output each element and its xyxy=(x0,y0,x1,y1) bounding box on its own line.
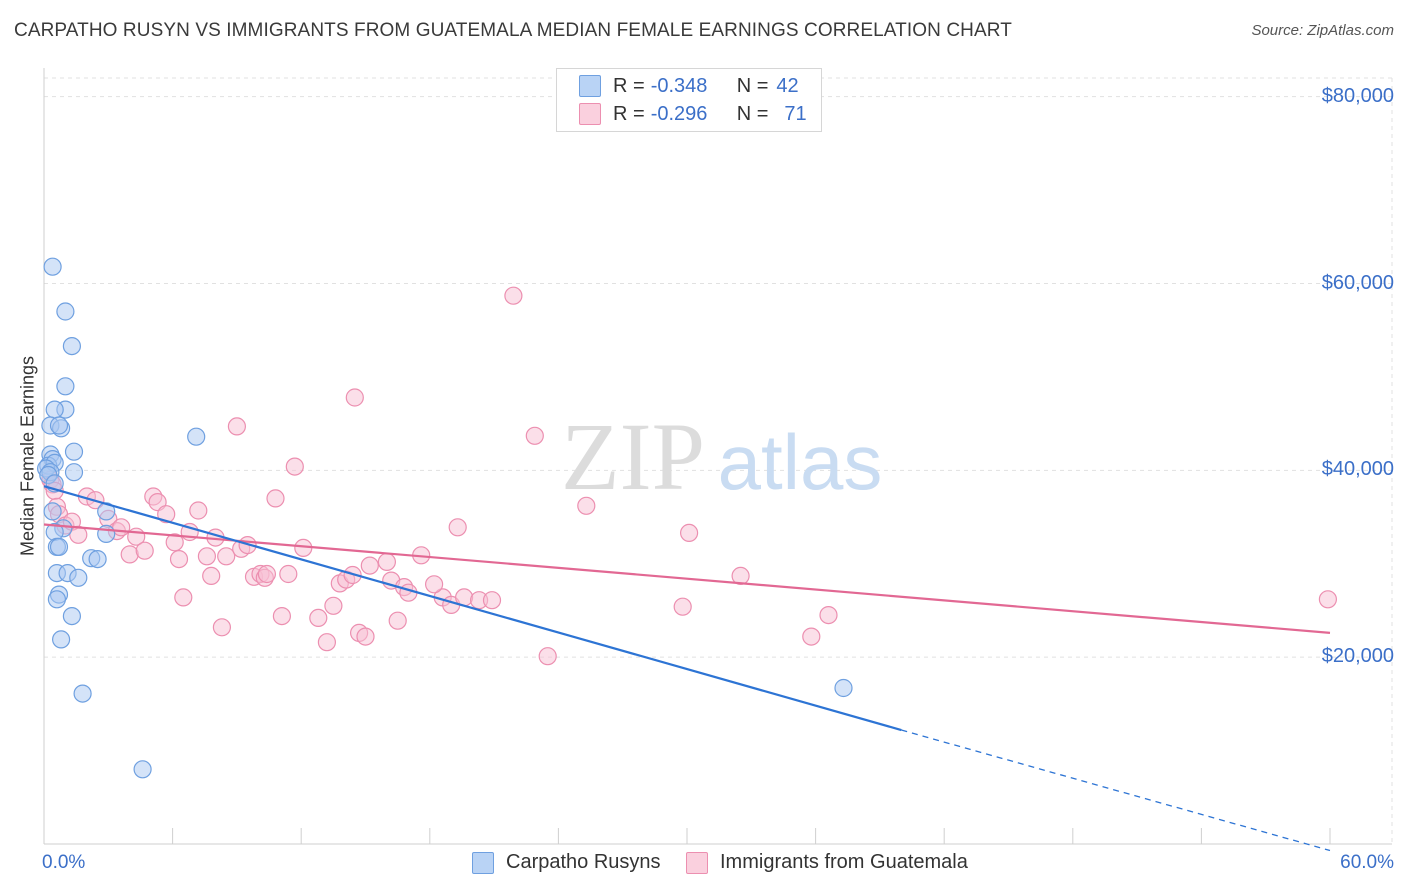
series-swatch-guatemala xyxy=(686,851,708,874)
guatemala-point-60 xyxy=(482,591,502,610)
rusyn-point-9 xyxy=(64,442,84,461)
guatemala-point-36 xyxy=(266,489,285,508)
x-tick-label-min: 0.0% xyxy=(42,852,86,873)
legend-r-label: R = xyxy=(613,102,645,125)
series-label-guatemala: Immigrants from Guatemala xyxy=(720,851,968,873)
rusyn-point-8 xyxy=(49,416,69,435)
rusyn-point-1 xyxy=(56,302,75,321)
rusyn-point-33 xyxy=(62,606,82,626)
guatemala-point-53 xyxy=(399,583,418,602)
guatemala-point-62 xyxy=(525,426,544,445)
chart-title: CARPATHO RUSYN VS IMMIGRANTS FROM GUATEM… xyxy=(14,20,1012,41)
guatemala-point-27 xyxy=(212,618,231,637)
guatemala-point-15 xyxy=(135,541,154,560)
guatemala-point-65 xyxy=(673,597,692,616)
guatemala-point-39 xyxy=(285,457,304,476)
rusyn-point-17 xyxy=(64,463,84,482)
rusyn-point-3 xyxy=(56,377,75,396)
rusyn-point-25 xyxy=(49,537,69,557)
guatemala-point-66 xyxy=(679,523,699,543)
guatemala-point-7 xyxy=(69,525,88,544)
rusyn-point-36 xyxy=(133,760,152,779)
guatemala-point-49 xyxy=(360,556,379,575)
guatemala-point-51 xyxy=(388,611,407,630)
legend-n-value: 71 xyxy=(784,102,807,125)
rusyn-point-30 xyxy=(69,568,88,587)
guatemala-point-67 xyxy=(731,566,750,586)
rusyn-point-2 xyxy=(62,337,82,356)
guatemala-point-18 xyxy=(157,505,176,524)
watermark-atlas: atlas xyxy=(718,418,883,506)
series-label-rusyns: Carpatho Rusyns xyxy=(506,851,661,873)
guatemala-point-43 xyxy=(324,596,343,615)
legend-n-value: 42 xyxy=(776,74,799,97)
rusyn-point-27 xyxy=(88,549,107,569)
guatemala-point-28 xyxy=(217,547,236,566)
legend-swatch-rusyns xyxy=(579,75,601,97)
trend-lines xyxy=(43,485,1331,852)
guatemala-point-25 xyxy=(202,566,221,586)
series-legend: Carpatho Rusyns Immigrants from Guatemal… xyxy=(0,851,1406,877)
y-tick-label: $80,000 xyxy=(1321,84,1394,107)
guatemala-trend-line xyxy=(43,523,1331,634)
legend-row-guatemala: R = -0.296 N = 71 xyxy=(579,101,807,127)
rusyn-point-34 xyxy=(51,630,71,649)
guatemala-point-69 xyxy=(819,605,838,625)
rusyn-point-5 xyxy=(45,400,64,419)
source-label: Source: ZipAtlas.com xyxy=(1251,22,1394,39)
series-swatch-rusyns xyxy=(472,851,494,874)
guatemala-point-48 xyxy=(356,627,375,646)
legend-swatch-guatemala xyxy=(579,103,601,125)
guatemala-point-19 xyxy=(165,533,184,552)
rusyn-point-19 xyxy=(43,502,62,521)
rusyn-point-32 xyxy=(47,590,67,609)
guatemala-point-20 xyxy=(169,549,189,569)
legend-r-label: R = xyxy=(613,74,645,97)
guatemala-point-57 xyxy=(448,518,467,537)
legend-n-label: N = xyxy=(736,74,769,97)
guatemala-point-71 xyxy=(345,388,364,407)
guatemala-point-61 xyxy=(504,286,523,305)
guatemala-point-23 xyxy=(189,501,208,520)
guatemala-point-37 xyxy=(272,606,291,626)
rusyn-trend-line xyxy=(43,485,902,732)
guatemala-point-72 xyxy=(425,575,444,594)
series-legend-guatemala: Immigrants from Guatemala xyxy=(686,851,968,874)
guatemala-point-64 xyxy=(577,496,596,515)
legend-row-rusyns: R = -0.348 N = 42 xyxy=(579,73,799,99)
legend-n-label: N = xyxy=(736,102,769,125)
rusyn-point-37 xyxy=(187,427,206,446)
rusyn-trend-extension xyxy=(901,729,1331,852)
guatemala-point-21 xyxy=(174,588,193,607)
data-points xyxy=(36,257,1338,779)
y-tick-label: $40,000 xyxy=(1321,458,1394,481)
rusyn-point-38 xyxy=(834,678,853,698)
legend-r-value: -0.348 xyxy=(650,74,708,97)
guatemala-point-42 xyxy=(317,633,336,652)
y-tick-label: $20,000 xyxy=(1321,645,1394,668)
guatemala-point-73 xyxy=(377,552,396,572)
guatemala-point-13 xyxy=(120,545,139,564)
legend-r-value: -0.296 xyxy=(650,102,708,125)
guatemala-point-63 xyxy=(538,647,557,666)
guatemala-point-38 xyxy=(279,564,298,584)
guatemala-point-29 xyxy=(227,417,246,436)
y-tick-label: $60,000 xyxy=(1321,271,1394,294)
stats-legend: R = -0.348 N = 42 R = -0.296 N = 71 xyxy=(556,68,822,132)
rusyn-point-35 xyxy=(73,684,92,703)
watermark-zip: ZIP xyxy=(561,403,705,510)
x-tick-label-max: 60.0% xyxy=(1340,852,1394,873)
guatemala-point-35 xyxy=(257,564,276,584)
guatemala-point-68 xyxy=(802,627,821,646)
guatemala-point-70 xyxy=(1318,590,1338,609)
series-legend-rusyns: Carpatho Rusyns xyxy=(472,851,661,874)
guatemala-point-41 xyxy=(309,608,328,628)
rusyn-point-23 xyxy=(97,524,116,544)
rusyn-point-0 xyxy=(43,257,62,276)
guatemala-point-24 xyxy=(197,547,216,566)
watermark: ZIP atlas xyxy=(561,403,882,510)
